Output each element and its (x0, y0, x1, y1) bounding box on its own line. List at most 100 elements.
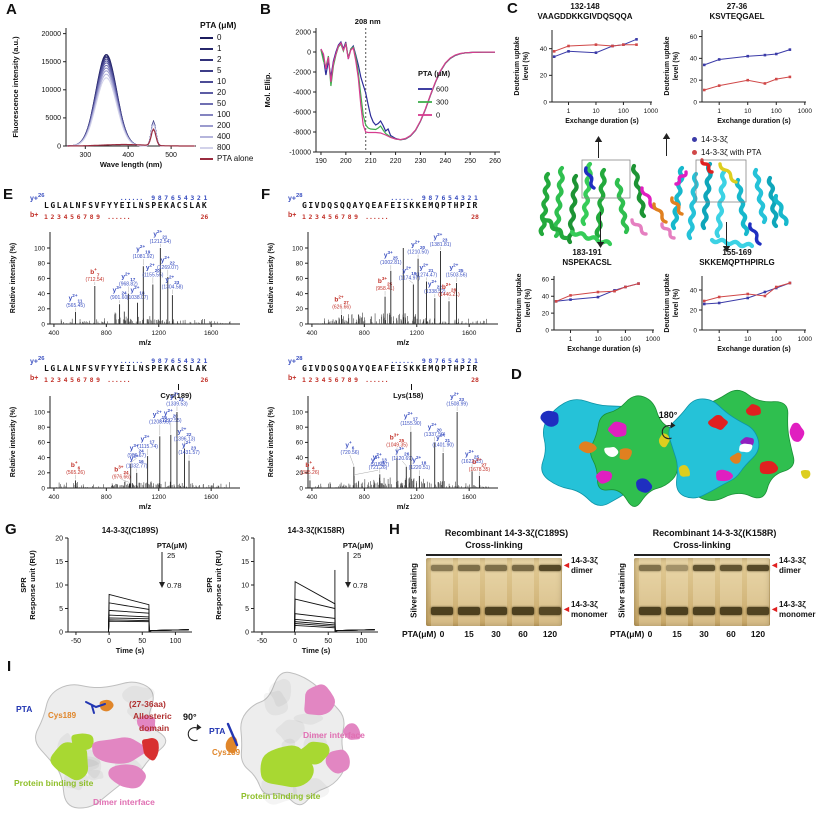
svg-text:y2+23: y2+23 (182, 440, 196, 451)
svg-text:260: 260 (489, 158, 501, 165)
allosteric-domain-label-3: domain (139, 723, 170, 733)
svg-text:25: 25 (167, 551, 175, 560)
svg-text:(565.45): (565.45) (66, 303, 85, 309)
svg-text:y2+21: y2+21 (170, 392, 184, 402)
svg-text:(986.67): (986.67) (127, 453, 146, 459)
svg-text:40: 40 (540, 46, 548, 53)
svg-text:208 nm: 208 nm (355, 17, 381, 26)
peptide-title-155-169: 155-169 SKKEMQPTHPIRLG (660, 248, 814, 268)
svg-text:0: 0 (693, 327, 697, 334)
svg-text:400: 400 (49, 330, 60, 337)
svg-text:(1155.90): (1155.90) (400, 421, 421, 427)
svg-text:80: 80 (296, 425, 304, 432)
svg-text:Exchange duration (s): Exchange duration (s) (567, 346, 641, 353)
msms-spectrum: 0 20 40 60 80 100 400 800 1200 1600 m/z Relative in… (6, 228, 250, 354)
svg-text:Exchange duration (s): Exchange duration (s) (717, 118, 791, 125)
svg-text:0: 0 (545, 327, 549, 334)
peptide-ladder-header: y+28 987654321...... GIVDQSQQAYQEAFEISKKEM… (288, 193, 481, 221)
svg-text:1600: 1600 (204, 494, 219, 501)
monomer-label: 14-3-3ζ monomer (571, 600, 608, 619)
svg-text:20: 20 (542, 310, 550, 317)
svg-text:100: 100 (618, 108, 629, 115)
svg-text:(958.41): (958.41) (376, 286, 395, 292)
svg-text:-50: -50 (71, 638, 81, 645)
red-arrow-icon: ◄ (562, 560, 571, 570)
panel-d-label: D (511, 366, 522, 383)
svg-text:-4000: -4000 (293, 89, 311, 96)
dimer-interface-label: Dimer interface (303, 730, 365, 740)
svg-text:(1115.74): (1115.74) (137, 444, 158, 450)
svg-text:10: 10 (744, 336, 752, 343)
peptide-ladder-header-modified: y+26 987654321...... LGLALNFSVFYYEILNSPEKA… (30, 356, 210, 400)
svg-text:Relative intensity (%): Relative intensity (%) (10, 243, 17, 313)
svg-text:y2+17: y2+17 (121, 271, 135, 282)
svg-text:40: 40 (542, 294, 550, 301)
rotation-arrow-icon (184, 724, 202, 744)
svg-text:(720.56): (720.56) (341, 450, 360, 456)
svg-text:y3+16: y3+16 (371, 455, 385, 466)
hdx-legend-item: 14-3-3ζ (692, 133, 761, 146)
svg-text:20: 20 (55, 535, 63, 542)
protein-binding-site-label: Protein binding site (241, 791, 321, 801)
svg-text:1: 1 (717, 108, 721, 115)
arrow-down-icon (596, 212, 605, 248)
svg-text:25: 25 (353, 551, 361, 560)
svg-text:y2+13: y2+13 (373, 452, 387, 463)
svg-text:(1032.77): (1032.77) (126, 464, 148, 470)
svg-text:Relative intensity (%): Relative intensity (%) (10, 407, 17, 477)
fluorescence-legend-items: 0 1 2 5 10 20 50 100 200 400 800 PTA alone (200, 32, 264, 164)
svg-text:y2+21: y2+21 (419, 262, 433, 273)
svg-text:(1304.58): (1304.58) (162, 285, 184, 291)
svg-text:14-3-3ζ(K158R): 14-3-3ζ(K158R) (287, 526, 344, 535)
svg-text:(1503.56): (1503.56) (446, 272, 468, 278)
svg-text:Wave length (nm): Wave length (nm) (100, 160, 163, 169)
svg-text:Time (s): Time (s) (302, 646, 331, 655)
svg-text:y2+22: y2+22 (177, 426, 191, 437)
spr-chart-k158r: -50 0 50 100 0 5 10 15 20 Time (s) SPR Response uni… (200, 524, 388, 658)
msms-spectrum-modified: 0 20 40 60 80 100 400 800 1200 1600 m/z Relative in… (6, 392, 250, 518)
surface-structure-rotated (206, 664, 372, 812)
svg-text:y2+21: y2+21 (153, 229, 167, 240)
red-arrow-icon: ◄ (770, 560, 779, 570)
crosslink-bracket (426, 554, 562, 556)
svg-text:100: 100 (292, 409, 303, 416)
svg-text:b3+24: b3+24 (114, 464, 129, 475)
svg-text:SPR: SPR (19, 577, 28, 593)
svg-text:40: 40 (296, 455, 304, 462)
svg-text:100: 100 (34, 409, 45, 416)
fluorescence-chart: 300 400 500 0 5000 10000 15000 20000 Wave length… (10, 16, 200, 182)
svg-text:-2000: -2000 (293, 69, 311, 76)
peptide-ladder-header-modified: y+28 987654321...... GIVDQSQQAYQEAFEISKKEM… (288, 356, 481, 400)
svg-text:-8000: -8000 (293, 129, 311, 136)
svg-text:15: 15 (241, 559, 249, 566)
legend-item: 5 (200, 65, 264, 76)
svg-text:Deuterium uptake: Deuterium uptake (516, 273, 523, 332)
dimer-label: 14-3-3ζ dimer (779, 556, 806, 575)
dimer-interface-label: Dimer interface (93, 797, 155, 807)
svg-text:(1269.07): (1269.07) (157, 265, 179, 271)
svg-text:1: 1 (717, 336, 721, 343)
svg-text:y2+23: y2+23 (165, 275, 179, 286)
svg-text:(1155.55): (1155.55) (142, 272, 163, 278)
legend-item: 10 (200, 76, 264, 87)
svg-text:40: 40 (690, 287, 698, 294)
svg-text:(712.54): (712.54) (86, 277, 105, 283)
svg-text:y2+25: y2+25 (465, 449, 479, 460)
silver-staining-label: Silver staining (617, 563, 627, 618)
peptide-title-132-148: 132-148 VAAGDDKKGIVDQSQQA (512, 2, 658, 22)
svg-text:800: 800 (101, 330, 112, 337)
legend-item: 1 (200, 43, 264, 54)
svg-text:1000: 1000 (798, 108, 812, 115)
svg-text:400: 400 (307, 330, 318, 337)
svg-text:400: 400 (49, 494, 60, 501)
svg-text:1200: 1200 (410, 330, 425, 337)
svg-text:0.78: 0.78 (353, 581, 368, 590)
svg-text:Deuterium uptake: Deuterium uptake (664, 36, 671, 95)
svg-text:(1210.50): (1210.50) (407, 250, 429, 256)
svg-text:50: 50 (138, 638, 146, 645)
surface-structure-pair (522, 380, 814, 518)
cd-spectra-chart: 190 200 210 220 230 240 250 260 2000 0 -2000 -4000 -… (262, 12, 510, 182)
svg-text:(976.66): (976.66) (112, 474, 131, 480)
svg-text:(1678.35): (1678.35) (469, 467, 491, 473)
svg-text:50: 50 (324, 638, 332, 645)
